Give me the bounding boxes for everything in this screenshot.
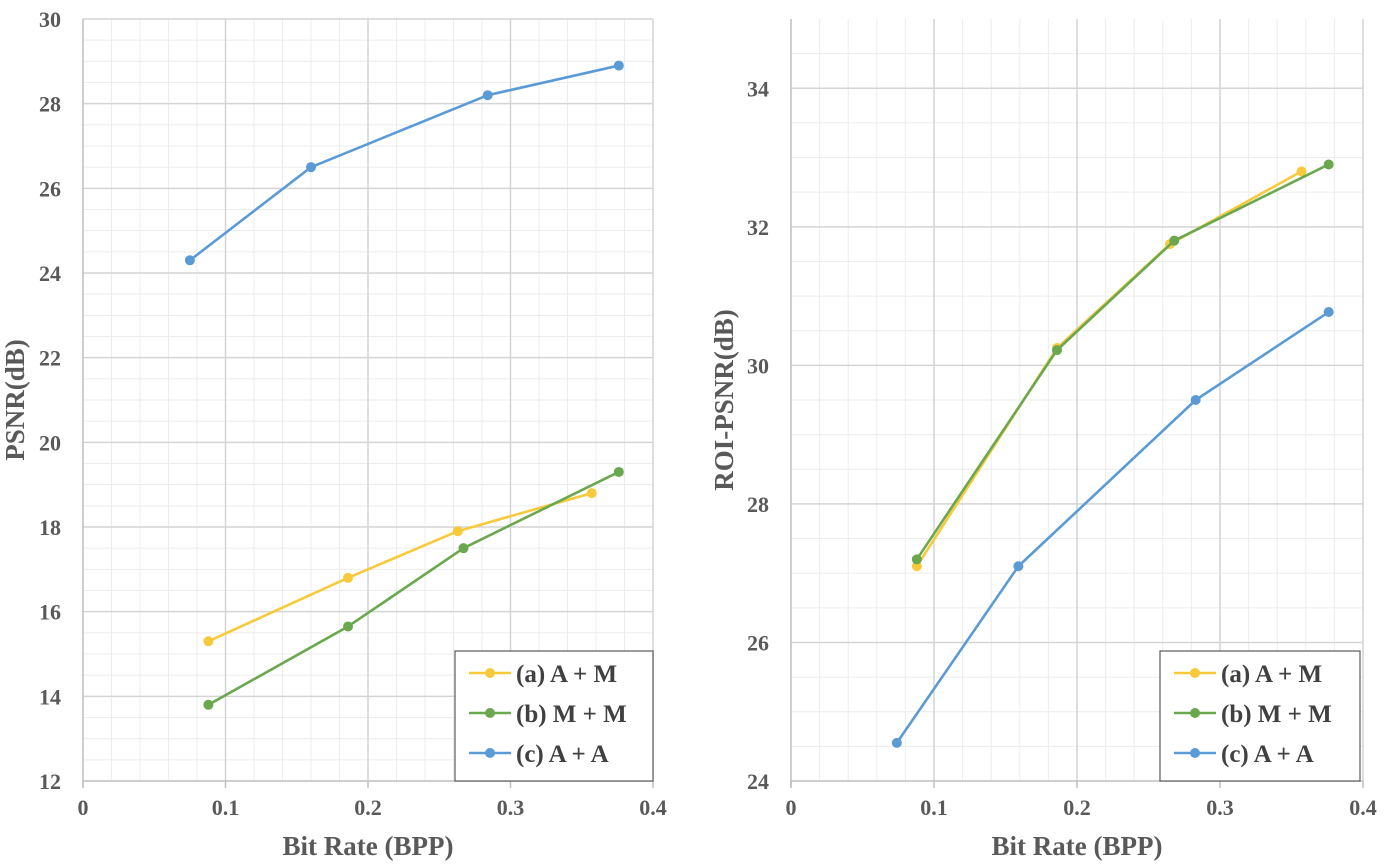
- legend: (a) A + M (b) M + M (c) A + A: [454, 650, 654, 782]
- series-3: [184, 60, 624, 266]
- y-tick-label: 26: [39, 176, 61, 201]
- x-tick-label: 0.4: [639, 795, 667, 820]
- y-tick-label: 16: [39, 600, 61, 625]
- data-point: [891, 737, 902, 748]
- y-tick-label: 12: [39, 769, 61, 794]
- data-point: [1169, 235, 1180, 246]
- series-2: [203, 466, 624, 710]
- y-tick-label: 24: [747, 769, 769, 794]
- x-tick-label: 0.3: [497, 795, 525, 820]
- x-axis-title: Bit Rate (BPP): [992, 831, 1163, 861]
- legend-label: (a) A + M: [516, 661, 617, 688]
- x-tick-label: 0.1: [212, 795, 240, 820]
- y-axis-title: PSNR(dB): [0, 339, 30, 461]
- x-tick-label: 0.3: [1206, 795, 1234, 820]
- series-1: [203, 488, 597, 647]
- y-tick-label: 30: [39, 7, 61, 32]
- data-point: [343, 621, 354, 632]
- x-tick-label: 0.4: [1349, 795, 1377, 820]
- x-axis-title: Bit Rate (BPP): [283, 831, 454, 861]
- legend-swatch-marker: [485, 668, 495, 678]
- data-point: [306, 162, 316, 173]
- data-point: [613, 466, 624, 477]
- legend-swatch-marker: [1190, 748, 1200, 758]
- y-tick-label: 22: [39, 346, 61, 371]
- y-tick-label: 24: [39, 261, 61, 286]
- data-point: [1323, 159, 1334, 170]
- series-line: [207, 491, 593, 643]
- x-tick-label: 0.1: [920, 795, 948, 820]
- legend-swatch-marker: [485, 708, 495, 718]
- x-tick-label: 0: [78, 795, 89, 820]
- legend-label: (c) A + A: [1221, 741, 1314, 768]
- data-point: [343, 572, 354, 583]
- legend-swatch-marker: [485, 748, 495, 758]
- y-tick-label: 34: [747, 76, 769, 101]
- data-point: [184, 255, 195, 266]
- x-tick-label: 0.2: [354, 795, 382, 820]
- data-point: [1296, 166, 1307, 177]
- y-tick-label: 26: [747, 630, 769, 655]
- data-point: [613, 60, 624, 71]
- legend-label: (a) A + M: [1221, 661, 1322, 688]
- y-tick-label: 28: [747, 492, 769, 517]
- data-point: [1323, 307, 1334, 318]
- data-point: [911, 554, 922, 565]
- data-point: [1013, 561, 1024, 572]
- chart-2: 0 0.1 0.2 0.3 0.4 24 26 28 30 32 34 Bit Rate (BPP) R…: [709, 19, 1377, 861]
- data-point: [482, 90, 493, 101]
- y-tick-label: 28: [39, 92, 61, 117]
- data-point: [458, 543, 469, 554]
- gridlines: [791, 19, 1364, 781]
- legend-swatch-marker: [1190, 708, 1200, 718]
- series-2: [911, 159, 1334, 565]
- series-3: [891, 307, 1334, 748]
- data-point: [452, 526, 463, 537]
- series-line: [189, 64, 620, 262]
- series-line: [895, 310, 1330, 744]
- data-point: [911, 561, 922, 572]
- data-point: [1051, 345, 1062, 356]
- data-point: [586, 488, 597, 499]
- legend: (a) A + M (b) M + M (c) A + A: [1159, 650, 1361, 782]
- legend-label: (b) M + M: [516, 701, 627, 728]
- series-line: [915, 163, 1330, 561]
- legend-label: (b) M + M: [1221, 701, 1332, 728]
- legend-swatch-marker: [1190, 668, 1200, 678]
- x-tick-label: 0.2: [1063, 795, 1091, 820]
- data-point: [1190, 395, 1201, 405]
- data-point: [203, 636, 214, 647]
- series-line: [207, 470, 620, 706]
- y-tick-label: 20: [39, 430, 61, 455]
- y-tick-label: 30: [747, 353, 769, 378]
- y-tick-label: 32: [747, 215, 769, 240]
- y-axis-title: ROI-PSNR(dB): [709, 309, 739, 491]
- chart-1: 0 0.1 0.2 0.3 0.4 12 14 16 18 20 22 24 26 28 30 Bit Rat…: [0, 7, 667, 861]
- x-tick-label: 0: [786, 795, 797, 820]
- y-tick-label: 18: [39, 515, 61, 540]
- y-tick-label: 14: [39, 684, 61, 709]
- data-point: [203, 699, 214, 710]
- legend-label: (c) A + A: [516, 741, 609, 768]
